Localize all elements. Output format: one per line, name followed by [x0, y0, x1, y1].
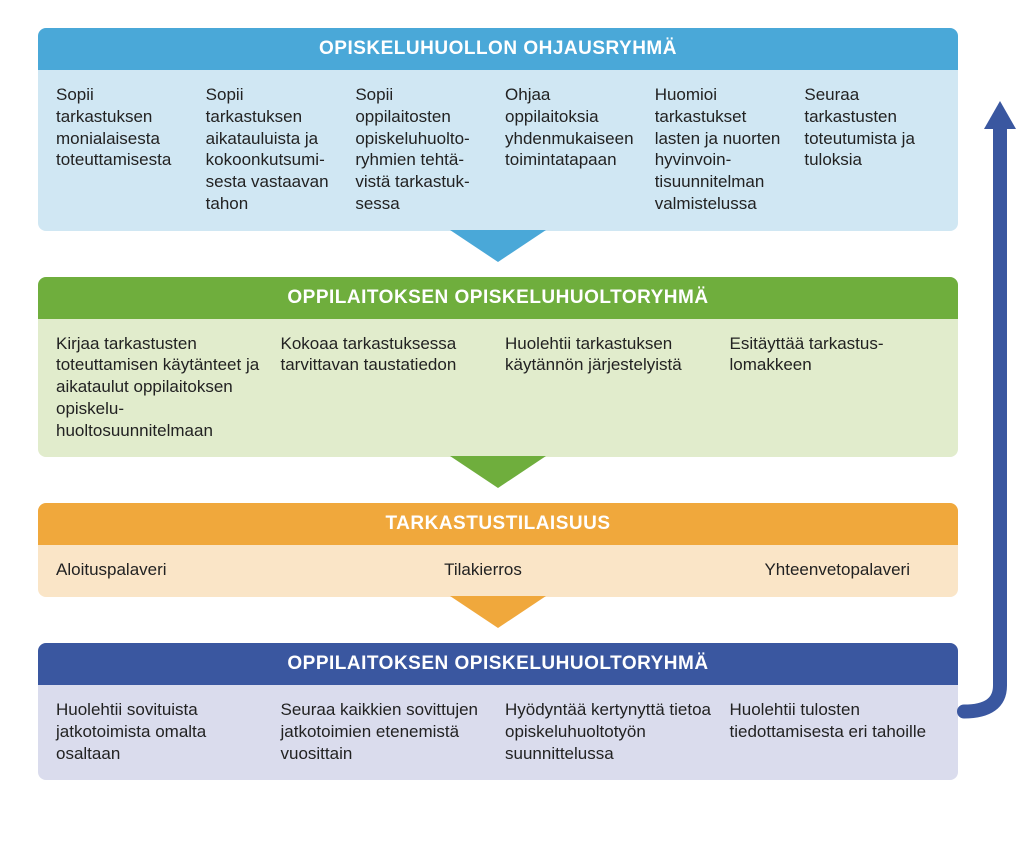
section-title: TARKASTUSTILAISUUS [38, 503, 958, 545]
arrow-down-icon [450, 596, 546, 628]
cell: Huolehtii tarkastuksen käytännön järjest… [505, 333, 716, 442]
cell: Sopii tarkastuksen monialaisesta toteutt… [56, 84, 192, 215]
cell: Kirjaa tarkastusten toteuttamisen käy­tä… [56, 333, 267, 442]
cell: Esitäyttää tarkastus­lomakkeen [730, 333, 941, 442]
section-body: Aloituspalaveri Tilakierros Yhteenvetopala… [38, 545, 958, 597]
section-body: Kirjaa tarkastusten toteuttamisen käy­tä… [38, 319, 958, 458]
cell: Huolehtii sovituista jatkotoimista omalt… [56, 699, 267, 764]
feedback-arrow-icon [944, 79, 1024, 742]
cell: Hyödyntää kertynyttä tietoa opiskeluhuol… [505, 699, 716, 764]
arrow-down-icon [450, 456, 546, 488]
cell: Seuraa tarkastusten toteutumista ja tulo… [804, 84, 940, 215]
cell: Ohjaa oppilaitoksia yhdenmukai­seen toim… [505, 84, 641, 215]
cell: Huomioi tarkastukset lasten ja nuor­ten … [655, 84, 791, 215]
section-title: OPPILAITOKSEN OPISKELUHUOLTORYHMÄ [38, 643, 958, 685]
cell: Seuraa kaikkien sovittujen jatkotoimien … [281, 699, 492, 764]
arrow-down-icon [450, 230, 546, 262]
cell: Sopii tarkastuksen aikatauluista ja koko… [206, 84, 342, 215]
cell: Tilakierros [345, 559, 620, 581]
section-body: Huolehtii sovituista jatkotoimista omalt… [38, 685, 958, 780]
cell: Yhteenvetopalaveri [635, 559, 940, 581]
section-body: Sopii tarkastuksen monialaisesta toteutt… [38, 70, 958, 231]
section-s3: TARKASTUSTILAISUUS Aloituspalaveri Tilakie… [38, 503, 958, 597]
cell: Aloituspalaveri [56, 559, 331, 581]
section-title: OPISKELUHUOLLON OHJAUSRYHMÄ [38, 28, 958, 70]
section-s1: OPISKELUHUOLLON OHJAUSRYHMÄ Sopii tarkast… [38, 28, 958, 231]
cell: Sopii oppilaitosten opiskeluhuolto­ryhmi… [355, 84, 491, 215]
section-s2: OPPILAITOKSEN OPISKELUHUOLTORYHMÄ Kirjaa … [38, 277, 958, 458]
section-s4: OPPILAITOKSEN OPISKELUHUOLTORYHMÄ Huoleht… [38, 643, 958, 780]
cell: Huolehtii tulosten tiedottamisesta eri t… [730, 699, 941, 764]
section-title: OPPILAITOKSEN OPISKELUHUOLTORYHMÄ [38, 277, 958, 319]
process-diagram: OPISKELUHUOLLON OHJAUSRYHMÄ Sopii tarkast… [38, 28, 958, 780]
cell: Kokoaa tarkastuk­sessa tarvittavan taust… [281, 333, 492, 442]
